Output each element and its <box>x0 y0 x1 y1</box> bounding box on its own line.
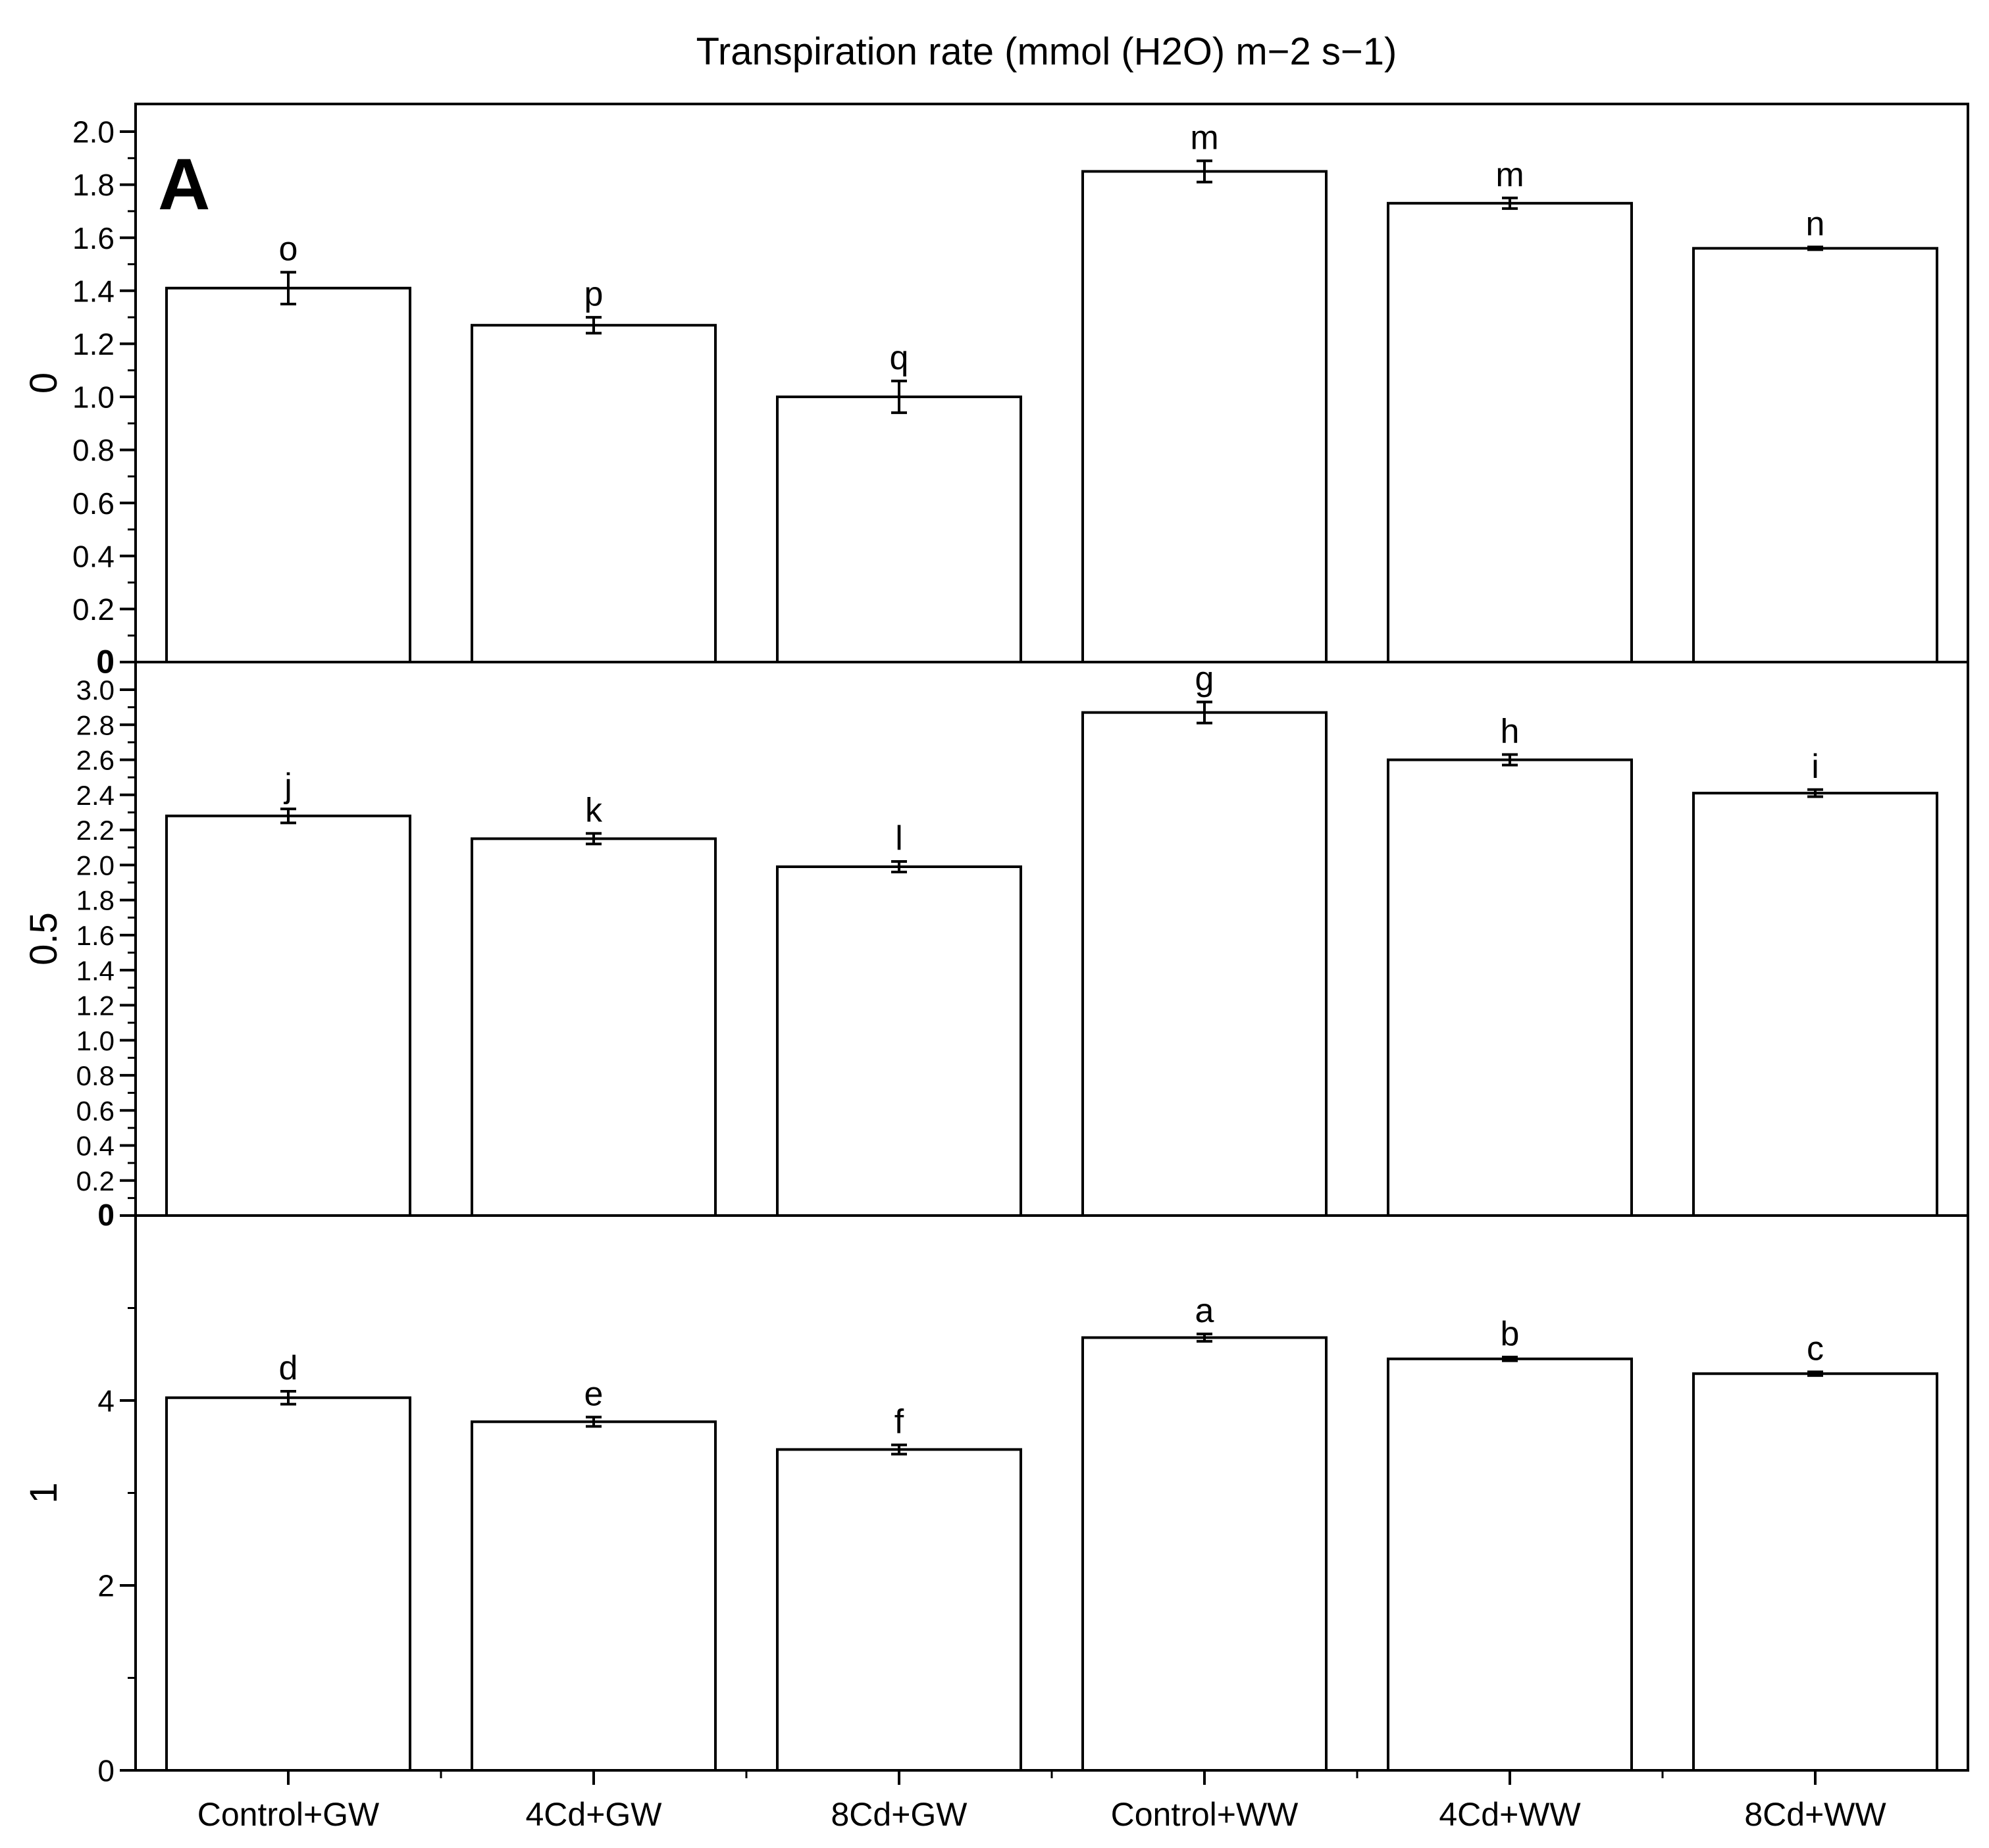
y-tick-label: 2.6 <box>76 745 115 776</box>
y-tick-label: 0.2 <box>76 1166 115 1196</box>
y-tick-label: 3.0 <box>76 675 115 706</box>
y-tick-label: 2.4 <box>76 780 115 811</box>
bar <box>165 814 411 1217</box>
bar <box>1692 247 1938 663</box>
significance-letter: i <box>1811 748 1819 786</box>
panel-y-label: 0 <box>22 372 65 394</box>
x-tick-label: Control+GW <box>197 1796 380 1833</box>
bar <box>1387 758 1633 1217</box>
y-tick-label: 0.4 <box>76 1131 115 1162</box>
y-tick-label: 0.6 <box>76 1095 115 1126</box>
bar <box>471 837 717 1217</box>
significance-letter: k <box>585 791 603 829</box>
bar <box>471 324 717 663</box>
panel-y-label: 1 <box>22 1482 65 1503</box>
bar <box>1081 170 1328 663</box>
y-tick-label: 1.6 <box>76 920 115 951</box>
y-tick-label: 0.8 <box>76 1060 115 1091</box>
significance-letter: q <box>890 339 909 377</box>
significance-letter: o <box>279 230 298 269</box>
y-tick-label: 0 <box>96 644 115 680</box>
y-tick-label: 0 <box>97 1754 115 1788</box>
panel-y-label: 0.5 <box>22 912 65 965</box>
bar <box>1692 792 1938 1218</box>
y-tick-label: 1.0 <box>76 1025 115 1056</box>
significance-letter: d <box>279 1349 298 1387</box>
y-tick-label: 0 <box>97 1198 115 1232</box>
significance-letter: n <box>1806 205 1825 243</box>
bar <box>776 396 1022 663</box>
y-tick-label: 1.4 <box>72 274 115 308</box>
y-tick-label: 0.4 <box>72 539 115 573</box>
x-tick-label: Control+WW <box>1111 1796 1299 1833</box>
y-tick-label: 1.8 <box>72 168 115 202</box>
y-tick-label: 1.6 <box>72 221 115 255</box>
x-tick-label: 8Cd+WW <box>1744 1796 1886 1833</box>
bar <box>471 1420 717 1772</box>
y-tick-label: 1.2 <box>72 327 115 361</box>
bar <box>1081 711 1328 1217</box>
significance-letter: g <box>1195 660 1214 698</box>
panel-label: A <box>158 144 210 225</box>
significance-letter: l <box>895 819 903 858</box>
significance-letter: f <box>894 1402 904 1441</box>
bar <box>1081 1336 1328 1772</box>
bar <box>1387 1357 1633 1772</box>
y-tick-label: 1.4 <box>76 955 115 986</box>
bar <box>776 865 1022 1218</box>
plot-area: 00.20.40.60.81.01.21.41.61.82.00opqmmn00… <box>22 103 1969 1833</box>
significance-letter: m <box>1495 156 1524 194</box>
y-tick-label: 1.0 <box>72 380 115 415</box>
bar <box>776 1448 1022 1772</box>
significance-letter: c <box>1807 1329 1824 1368</box>
y-tick-label: 2 <box>97 1569 115 1603</box>
significance-letter: a <box>1195 1292 1214 1330</box>
bar <box>1387 201 1633 663</box>
y-tick-label: 2.0 <box>76 850 115 881</box>
chart-title: Transpiration rate (mmol (H2O) m−2 s−1) <box>696 30 1397 73</box>
x-tick-label: 4Cd+WW <box>1439 1796 1581 1833</box>
significance-letter: b <box>1501 1315 1520 1353</box>
significance-letter: j <box>283 767 292 805</box>
y-tick-label: 1.2 <box>76 990 115 1021</box>
x-tick-label: 8Cd+GW <box>831 1796 968 1833</box>
y-tick-label: 0.8 <box>72 433 115 467</box>
bar <box>165 1396 411 1772</box>
bar <box>165 286 411 663</box>
significance-letter: h <box>1501 713 1520 751</box>
significance-letter: e <box>584 1375 604 1413</box>
y-tick-label: 4 <box>97 1384 115 1418</box>
significance-letter: m <box>1190 118 1218 157</box>
y-tick-label: 0.2 <box>72 592 115 627</box>
x-tick-label: 4Cd+GW <box>525 1796 662 1833</box>
y-tick-label: 2.0 <box>72 115 115 149</box>
significance-letter: p <box>584 275 604 313</box>
bar <box>1692 1372 1938 1772</box>
y-tick-label: 0.6 <box>72 486 115 521</box>
y-tick-label: 2.2 <box>76 815 115 846</box>
y-tick-label: 1.8 <box>76 885 115 916</box>
y-tick-label: 2.8 <box>76 709 115 740</box>
